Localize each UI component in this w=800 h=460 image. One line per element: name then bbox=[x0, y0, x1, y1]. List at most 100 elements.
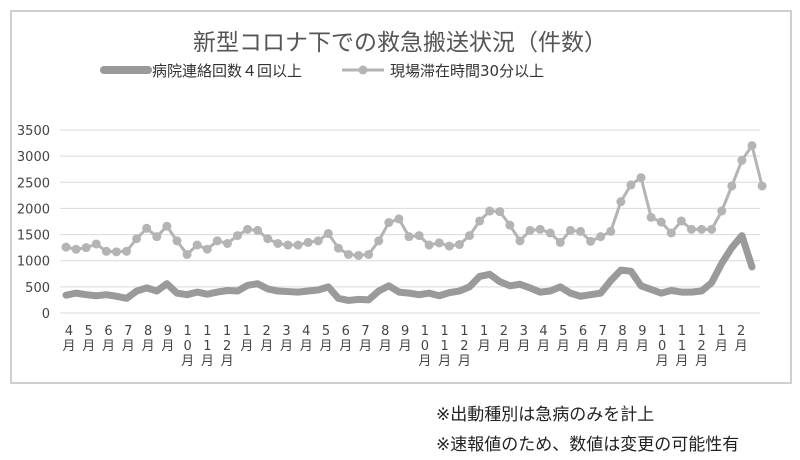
data-point-hospital-contacts bbox=[579, 294, 582, 298]
data-point-hospital-contacts bbox=[669, 289, 673, 293]
data-point-onsite-time bbox=[636, 173, 646, 183]
legend-marker-onsite-time bbox=[358, 65, 368, 75]
data-point-hospital-contacts bbox=[165, 282, 169, 286]
data-point-hospital-contacts bbox=[629, 269, 633, 273]
data-point-hospital-contacts bbox=[478, 274, 482, 278]
data-point-hospital-contacts bbox=[528, 286, 532, 290]
legend-item-hospital-contacts: 病院連絡回数４回以上 bbox=[100, 62, 302, 80]
data-point-hospital-contacts bbox=[538, 290, 542, 294]
data-point-onsite-time bbox=[707, 224, 717, 234]
line-chart: 新型コロナ下での救急搬送状況（件数） 病院連絡回数４回以上 現場滞在時間30分以… bbox=[17, 30, 767, 369]
data-point-hospital-contacts bbox=[498, 280, 502, 284]
data-point-hospital-contacts bbox=[427, 291, 431, 295]
data-point-onsite-time bbox=[586, 236, 596, 246]
data-point-onsite-time bbox=[303, 237, 313, 247]
data-point-hospital-contacts bbox=[296, 290, 300, 294]
data-point-onsite-time bbox=[515, 236, 525, 246]
data-point-onsite-time bbox=[666, 228, 676, 238]
data-point-onsite-time bbox=[152, 232, 162, 242]
series-line-onsite-time bbox=[65, 144, 764, 257]
data-point-onsite-time bbox=[71, 244, 81, 254]
data-point-onsite-time bbox=[122, 246, 132, 256]
data-point-hospital-contacts bbox=[145, 286, 149, 290]
data-point-onsite-time bbox=[485, 206, 495, 216]
data-point-hospital-contacts bbox=[720, 261, 724, 265]
data-point-hospital-contacts bbox=[508, 284, 512, 288]
data-point-onsite-time bbox=[283, 240, 293, 250]
data-point-hospital-contacts bbox=[730, 246, 734, 250]
data-point-onsite-time bbox=[253, 225, 263, 235]
data-point-hospital-contacts bbox=[175, 291, 179, 295]
data-point-onsite-time bbox=[414, 231, 424, 241]
data-point-onsite-time bbox=[686, 224, 696, 234]
data-point-hospital-contacts bbox=[659, 291, 663, 295]
data-point-onsite-time bbox=[354, 250, 364, 260]
y-tick-label: 0 bbox=[42, 307, 50, 322]
data-point-hospital-contacts bbox=[437, 294, 441, 298]
data-point-onsite-time bbox=[243, 224, 253, 234]
data-point-onsite-time bbox=[475, 216, 485, 226]
legend: 病院連絡回数４回以上 現場滞在時間30分以上 bbox=[100, 62, 544, 80]
x-axis: 4 月5 月6 月7 月8 月9 月1 0 月1 1 月1 2 月1 月2 月3 月4 月5 月6 月7 月8 月9 月1… bbox=[62, 324, 747, 369]
data-point-onsite-time bbox=[434, 238, 444, 248]
data-point-hospital-contacts bbox=[750, 265, 754, 269]
data-point-hospital-contacts bbox=[135, 289, 139, 293]
data-point-onsite-time bbox=[747, 141, 757, 151]
data-point-hospital-contacts bbox=[639, 284, 643, 288]
data-point-hospital-contacts bbox=[94, 294, 98, 298]
footnote-incident-type: ※出動種別は急病のみを計上 bbox=[436, 405, 655, 425]
data-point-hospital-contacts bbox=[367, 298, 371, 302]
data-point-onsite-time bbox=[444, 241, 454, 251]
data-point-hospital-contacts bbox=[407, 291, 411, 295]
data-point-onsite-time bbox=[525, 225, 535, 235]
data-point-onsite-time bbox=[172, 236, 182, 246]
data-point-hospital-contacts bbox=[326, 285, 330, 289]
data-point-hospital-contacts bbox=[316, 288, 320, 292]
data-point-onsite-time bbox=[535, 224, 545, 234]
data-point-hospital-contacts bbox=[185, 293, 189, 297]
data-point-onsite-time bbox=[505, 220, 515, 230]
data-point-onsite-time bbox=[454, 240, 464, 250]
data-point-onsite-time bbox=[374, 236, 384, 246]
footnote-preliminary: ※速報値のため、数値は変更の可能性有 bbox=[436, 435, 740, 455]
data-point-hospital-contacts bbox=[256, 282, 260, 286]
data-point-onsite-time bbox=[465, 231, 475, 241]
data-point-hospital-contacts bbox=[740, 234, 744, 238]
data-point-onsite-time bbox=[182, 249, 192, 259]
data-point-onsite-time bbox=[333, 243, 343, 253]
data-point-hospital-contacts bbox=[397, 290, 401, 294]
data-point-onsite-time bbox=[565, 225, 575, 235]
data-point-hospital-contacts bbox=[104, 293, 108, 297]
data-point-hospital-contacts bbox=[619, 268, 623, 272]
data-point-hospital-contacts bbox=[387, 284, 391, 288]
data-point-onsite-time bbox=[697, 224, 707, 234]
data-point-onsite-time bbox=[596, 232, 606, 242]
data-point-hospital-contacts bbox=[548, 289, 552, 293]
y-tick-label: 500 bbox=[25, 281, 50, 296]
data-point-hospital-contacts bbox=[649, 287, 653, 291]
y-tick-label: 2000 bbox=[17, 202, 50, 217]
y-axis: 0 500 1000 1500 2000 2500 3000 3500 bbox=[17, 124, 50, 322]
data-point-hospital-contacts bbox=[447, 291, 451, 295]
data-point-hospital-contacts bbox=[346, 298, 350, 302]
data-point-hospital-contacts bbox=[225, 289, 229, 293]
data-point-onsite-time bbox=[293, 240, 303, 250]
data-point-onsite-time bbox=[737, 155, 747, 165]
data-point-hospital-contacts bbox=[689, 290, 693, 294]
